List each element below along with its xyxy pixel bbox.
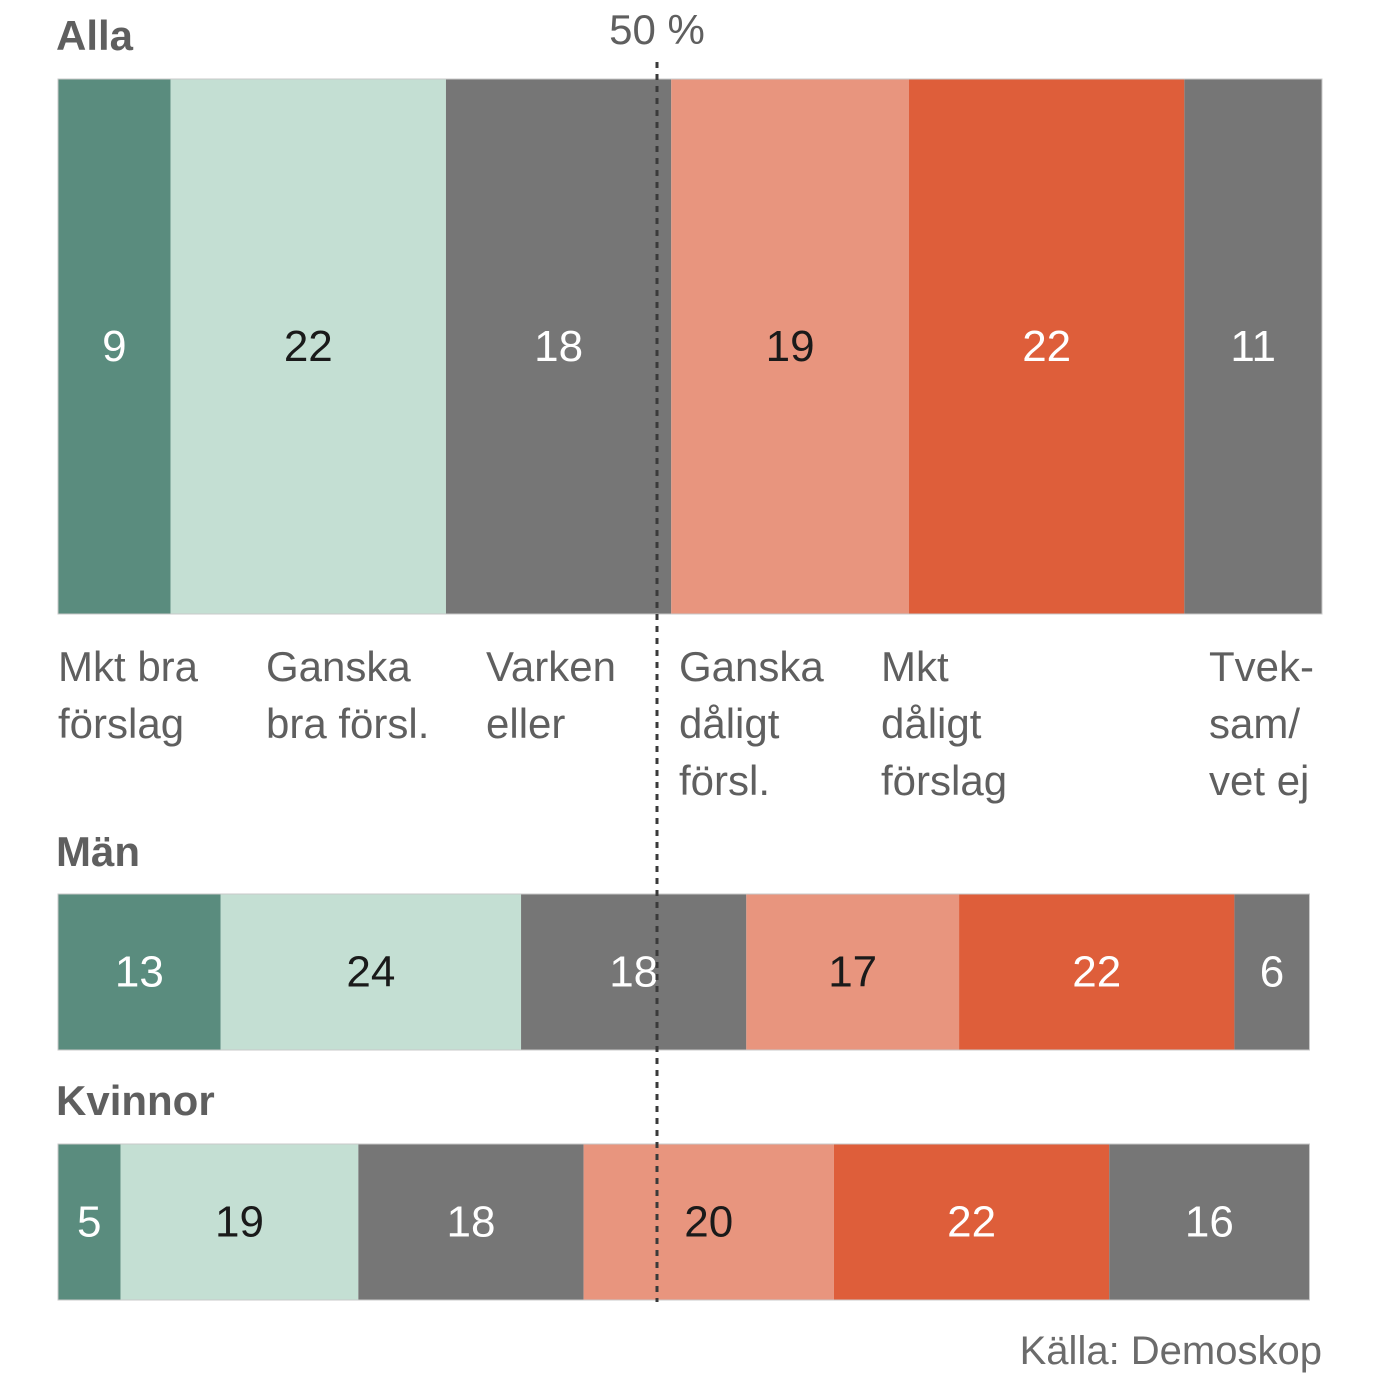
bar-segment-kvinnor-5 xyxy=(1109,1144,1310,1300)
bar-segment-man-1 xyxy=(220,894,522,1050)
value-label-man-2: 18 xyxy=(609,948,658,997)
category-label-line: dåligt xyxy=(881,700,982,747)
category-label-0: Mkt bra förslag xyxy=(58,643,199,747)
category-label-line: förslag xyxy=(58,700,184,747)
category-label-line: eller xyxy=(486,700,565,747)
bar-segment-kvinnor-0 xyxy=(58,1144,121,1300)
group-title-man: Män xyxy=(56,828,140,875)
bar-segment-man-0 xyxy=(58,894,221,1050)
bar-segment-man-3 xyxy=(746,894,960,1050)
bar-segment-kvinnor-2 xyxy=(358,1144,584,1300)
category-label-line: Mkt bra xyxy=(58,643,199,690)
bar-segment-alla-1 xyxy=(170,79,446,614)
value-label-kvinnor-4: 22 xyxy=(947,1198,996,1247)
value-label-kvinnor-3: 20 xyxy=(684,1198,733,1247)
category-label-line: Mkt xyxy=(881,643,949,690)
value-label-man-5: 6 xyxy=(1260,948,1284,997)
category-label-line: sam/ xyxy=(1209,700,1300,747)
group-title-kvinnor: Kvinnor xyxy=(56,1077,215,1124)
category-label-line: Ganska xyxy=(679,643,824,690)
category-label-line: Varken xyxy=(486,643,616,690)
category-label-4: Mkt dåligt förslag xyxy=(881,643,1007,804)
category-label-3: Ganska dåligt försl. xyxy=(679,643,824,804)
value-label-man-3: 17 xyxy=(828,948,877,997)
bar-segment-alla-3 xyxy=(671,79,910,614)
bar-segment-alla-2 xyxy=(445,79,672,614)
value-label-alla-4: 22 xyxy=(1022,322,1071,371)
bar-segment-kvinnor-3 xyxy=(583,1144,834,1300)
bar-segment-alla-4 xyxy=(909,79,1185,614)
value-label-kvinnor-1: 19 xyxy=(215,1198,264,1247)
value-label-alla-2: 18 xyxy=(534,322,583,371)
category-label-5: Tvek-sam/vet ej xyxy=(1209,643,1314,804)
value-label-kvinnor-0: 5 xyxy=(77,1198,101,1247)
bar-segment-man-5 xyxy=(1234,894,1310,1050)
value-label-alla-0: 9 xyxy=(102,322,126,371)
bar-outline-kvinnor xyxy=(57,1143,1310,1301)
value-label-man-4: 22 xyxy=(1072,948,1121,997)
value-label-alla-3: 19 xyxy=(766,322,815,371)
category-label-line: förslag xyxy=(881,757,1007,804)
value-label-man-1: 24 xyxy=(346,948,395,997)
category-label-1: Ganska bra försl. xyxy=(266,643,429,747)
category-label-line: försl. xyxy=(679,757,770,804)
bar-segment-kvinnor-4 xyxy=(833,1144,1110,1300)
source-note: Källa: Demoskop xyxy=(1020,1329,1322,1373)
value-label-kvinnor-5: 16 xyxy=(1185,1198,1234,1247)
bar-segment-man-2 xyxy=(521,894,747,1050)
category-label-2: Varken eller xyxy=(486,643,616,747)
bar-segment-alla-5 xyxy=(1184,79,1322,614)
group-title-alla: Alla xyxy=(56,12,134,59)
category-label-line: Ganska xyxy=(266,643,411,690)
category-label-line: Tvek- xyxy=(1209,643,1314,690)
bar-segment-alla-0 xyxy=(58,79,171,614)
category-label-line: vet ej xyxy=(1209,757,1309,804)
bar-outline-alla xyxy=(57,78,1323,615)
category-label-line: bra försl. xyxy=(266,700,429,747)
value-label-kvinnor-2: 18 xyxy=(447,1198,496,1247)
bar-segment-man-4 xyxy=(959,894,1235,1050)
value-label-alla-5: 11 xyxy=(1230,322,1276,371)
bar-outline-man xyxy=(57,893,1310,1051)
value-label-man-0: 13 xyxy=(115,948,164,997)
reference-line-label: 50 % xyxy=(609,6,705,53)
value-label-alla-1: 22 xyxy=(284,322,333,371)
category-label-line: dåligt xyxy=(679,700,780,747)
bar-segment-kvinnor-1 xyxy=(120,1144,359,1300)
